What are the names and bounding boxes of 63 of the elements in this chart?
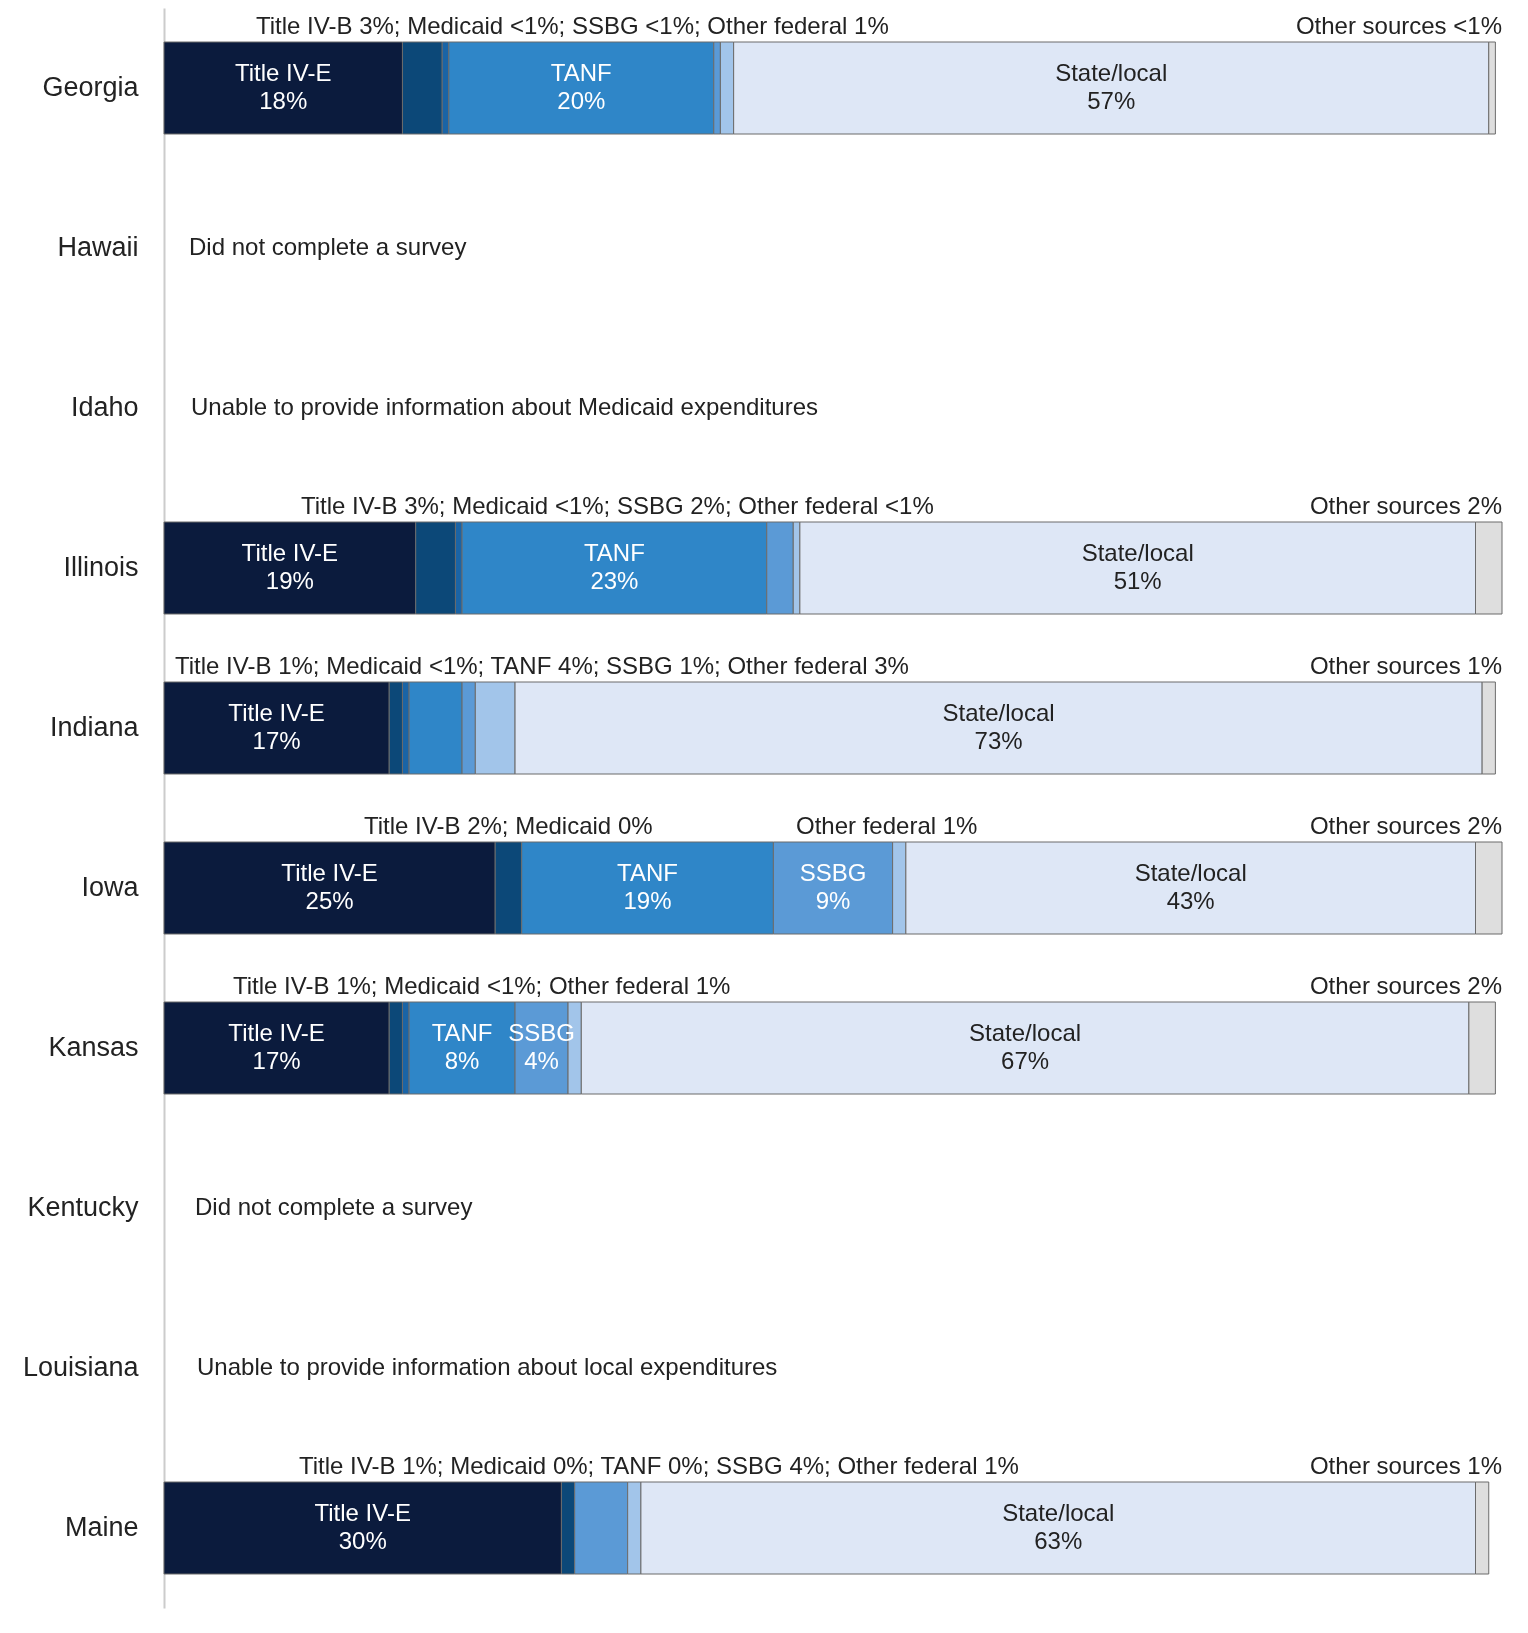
annotation: Unable to provide information about Medicaid expenditures [191, 393, 819, 420]
text: Title IV-E [228, 699, 325, 726]
y-tick-label: Kansas [48, 1032, 139, 1062]
annotation: Other sources 1% [1309, 1452, 1502, 1479]
data-label: 19% [623, 887, 672, 914]
text: Title IV-E [281, 859, 378, 886]
annotation: Other sources 2% [1309, 972, 1502, 999]
annotation: Other federal 1% [796, 812, 978, 839]
data-label: 17% [252, 727, 301, 754]
data-label: 30% [338, 1527, 387, 1554]
data-label: 9% [815, 887, 851, 914]
text: State/local [1002, 1499, 1115, 1526]
annotation: Did not complete a survey [189, 233, 467, 260]
y-tick-label: Hawaii [57, 232, 139, 262]
annotation: Title IV-B 2%; Medicaid 0% [364, 812, 653, 839]
data-label: 73% [974, 727, 1023, 754]
data-label: 20% [557, 87, 606, 114]
data-label: 18% [259, 87, 308, 114]
data-label: 17% [252, 1047, 301, 1074]
annotation: Title IV-B 3%; Medicaid <1%; SSBG 2%; Other federal <1% [301, 492, 934, 519]
series-label: State/local [1055, 59, 1168, 86]
data-label: 51% [1113, 567, 1162, 594]
y-tick-label: Kentucky [27, 1192, 139, 1222]
annotation: Other sources <1% [1295, 12, 1502, 39]
annotation: Title IV-B 1%; Medicaid 0%; TANF 0%; SSBG 4%; Other federal 1% [299, 1452, 1019, 1479]
data-label: 19% [265, 567, 314, 594]
annotation: Unable to provide information about local expenditures [197, 1353, 778, 1380]
series-label: TANF [550, 59, 612, 86]
annotation: Other sources 1% [1309, 652, 1502, 679]
y-tick-label: Illinois [63, 552, 139, 582]
annotation: Title IV-B 3%; Medicaid <1%; SSBG <1%; Other federal 1% [256, 12, 889, 39]
text: Title IV-E [314, 1499, 411, 1526]
data-label: 43% [1166, 887, 1215, 914]
annotation: Title IV-B 1%; Medicaid <1%; Other federal 1% [233, 972, 731, 999]
text: State/local [942, 699, 1055, 726]
y-tick-label: Idaho [70, 392, 139, 422]
annotation: Did not complete a survey [195, 1193, 473, 1220]
text: TANF [431, 1019, 493, 1046]
text: Title IV-E [241, 539, 339, 566]
annotation: Other sources 2% [1309, 812, 1502, 839]
y-tick-label: Louisiana [22, 1352, 140, 1382]
text: TANF [583, 539, 645, 566]
y-tick-label: Maine [64, 1512, 139, 1542]
y-tick-label: Iowa [81, 872, 140, 902]
data-label: 23% [590, 567, 639, 594]
text: Title IV-E [228, 1019, 325, 1046]
text: TANF [617, 859, 678, 886]
text: SSBG [799, 859, 867, 886]
data-label: 67% [1001, 1047, 1050, 1074]
series-label: SSBG [508, 1019, 575, 1046]
data-label: 8% [444, 1047, 480, 1074]
data-label: 57% [1087, 87, 1136, 114]
data-label: 63% [1034, 1527, 1083, 1554]
text: State/local [969, 1019, 1082, 1046]
series-label: Title IV-E [234, 59, 332, 86]
annotation: Title IV-B 1%; Medicaid <1%; TANF 4%; SSBG 1%; Other federal 3% [175, 652, 909, 679]
data-label: 25% [305, 887, 354, 914]
data-label: 4% [524, 1047, 559, 1074]
y-tick-label: Georgia [42, 72, 140, 102]
text: State/local [1134, 859, 1247, 886]
y-tick-label: Indiana [49, 712, 140, 742]
annotation: Other sources 2% [1309, 492, 1502, 519]
text: State/local [1081, 539, 1194, 566]
